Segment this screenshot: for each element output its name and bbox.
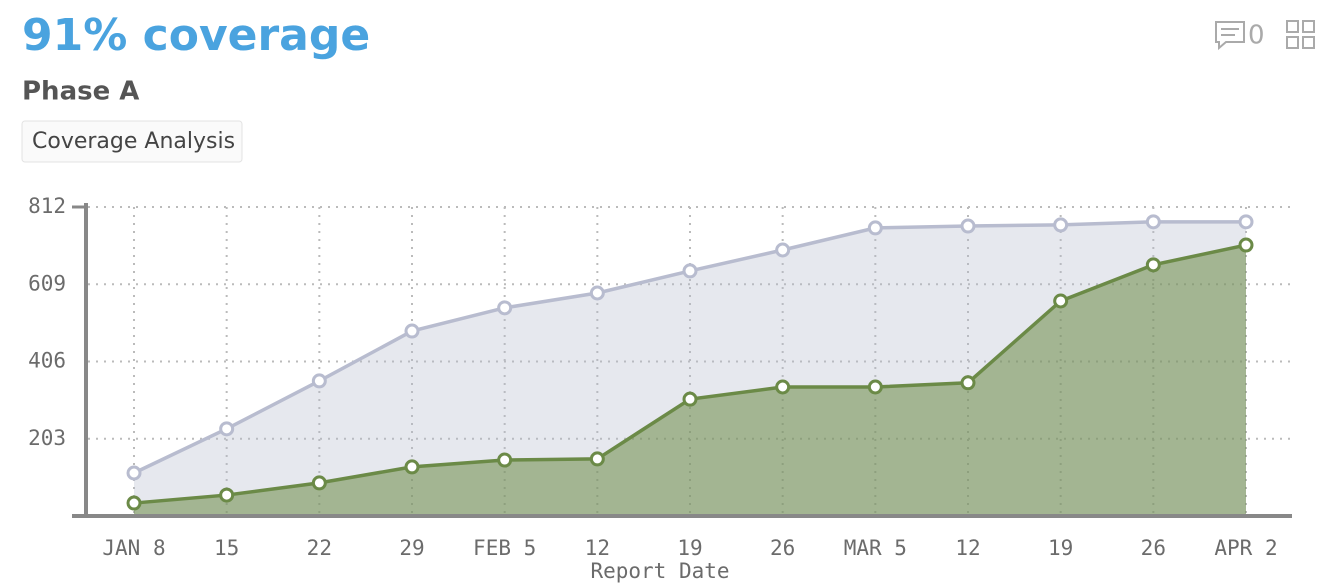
point [311, 475, 327, 491]
x-tick-label: 12 [585, 536, 610, 560]
point [1145, 214, 1161, 230]
comment-icon[interactable] [1215, 21, 1245, 51]
x-tick-label: FEB 5 [473, 536, 536, 560]
point [589, 451, 605, 467]
point [1238, 237, 1254, 253]
x-tick-label: MAR 5 [844, 536, 907, 560]
point [682, 263, 698, 279]
point [311, 373, 327, 389]
x-tick-label: 19 [1048, 536, 1073, 560]
point [219, 421, 235, 437]
point [1053, 293, 1069, 309]
point [960, 375, 976, 391]
point [404, 323, 420, 339]
y-tick-label: 609 [28, 271, 66, 295]
y-tick-label: 203 [28, 426, 66, 450]
point [404, 459, 420, 475]
x-tick-label: 12 [955, 536, 980, 560]
y-tick-label: 812 [28, 194, 66, 218]
point [497, 300, 513, 316]
point [126, 465, 142, 481]
point [1238, 214, 1254, 230]
x-tick-label: 26 [770, 536, 795, 560]
x-tick-label: 15 [214, 536, 239, 560]
x-tick-label: 29 [399, 536, 424, 560]
point [126, 495, 142, 511]
point [775, 242, 791, 258]
title: 91% coverage [22, 10, 370, 61]
point [1053, 217, 1069, 233]
x-tick-label: 22 [307, 536, 332, 560]
x-tick-label: APR 2 [1214, 536, 1277, 560]
point [682, 391, 698, 407]
point [867, 379, 883, 395]
grid-icon[interactable] [1286, 20, 1315, 49]
point [867, 220, 883, 236]
x-tick-label: 26 [1141, 536, 1166, 560]
area [134, 245, 1246, 516]
point [1145, 257, 1161, 273]
point [775, 379, 791, 395]
tag-box[interactable] [21, 120, 243, 163]
point [960, 218, 976, 234]
point [219, 487, 235, 503]
comment-count[interactable]: 0 [1248, 21, 1265, 51]
point [497, 452, 513, 468]
x-tick-label: 19 [677, 536, 702, 560]
subtitle: Phase A [22, 77, 139, 107]
y-tick-label: 406 [28, 349, 66, 373]
tag[interactable]: Coverage Analysis [32, 129, 235, 154]
x-tick-label: JAN 8 [102, 536, 165, 560]
point [589, 285, 605, 301]
x-axis-label: Report Date [590, 559, 729, 583]
